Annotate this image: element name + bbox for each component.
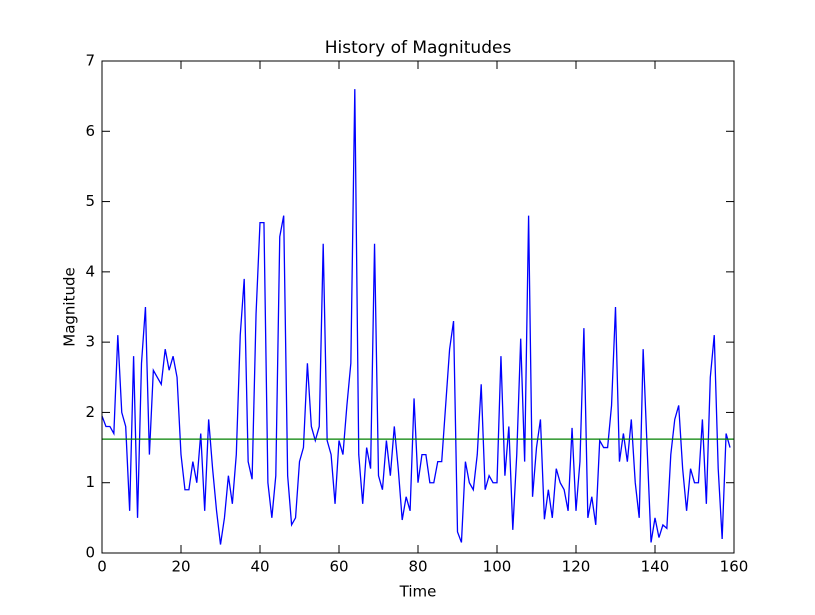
x-axis-label: Time xyxy=(399,583,437,601)
data-line xyxy=(101,89,731,545)
x-tick-label: 20 xyxy=(171,558,190,576)
y-tick-label: 4 xyxy=(85,262,95,280)
x-tick-label: 160 xyxy=(720,558,749,576)
chart-title: History of Magnitudes xyxy=(325,38,512,58)
y-tick-label: 0 xyxy=(85,544,95,562)
plot-frame xyxy=(101,60,735,554)
y-tick-label: 1 xyxy=(85,473,95,491)
y-tick-label: 2 xyxy=(85,403,95,421)
x-tick-label: 100 xyxy=(483,558,512,576)
y-tick-label: 3 xyxy=(85,333,95,351)
y-axis-label: Magnitude xyxy=(61,267,79,346)
x-tick-label: 0 xyxy=(97,558,107,576)
x-tick-label: 140 xyxy=(641,558,670,576)
x-tick-label: 120 xyxy=(562,558,591,576)
x-tick-label: 80 xyxy=(408,558,427,576)
x-tick-label: 40 xyxy=(250,558,269,576)
y-tick-label: 5 xyxy=(85,192,95,210)
y-tick-label: 6 xyxy=(85,122,95,140)
y-tick-label: 7 xyxy=(85,52,95,70)
x-tick-label: 60 xyxy=(329,558,348,576)
